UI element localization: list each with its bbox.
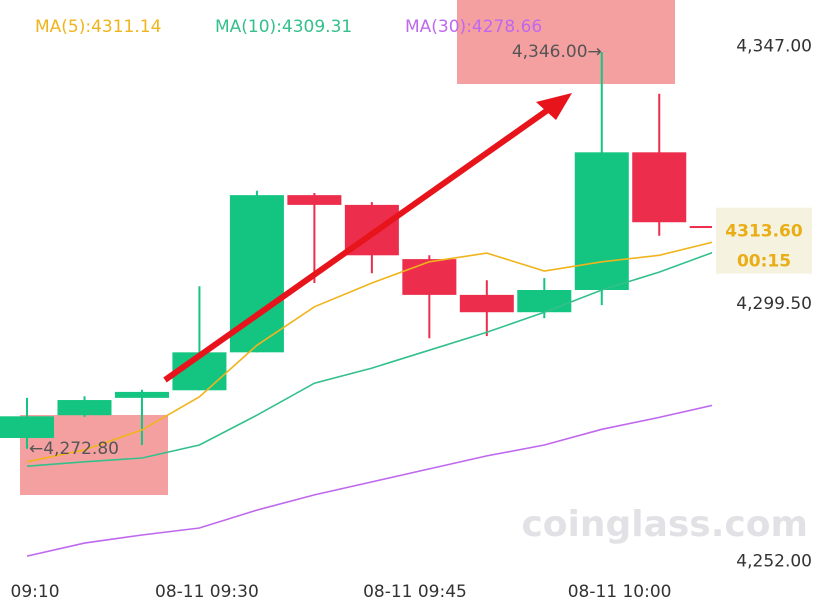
- legend-entry: MA(30):4278.66: [405, 17, 542, 37]
- candle-body: [517, 290, 572, 313]
- x-tick-label: 08-11 09:30: [155, 582, 259, 602]
- candle-body: [114, 391, 169, 398]
- candle-body: [57, 400, 112, 416]
- ma-line: [26, 241, 712, 463]
- x-tick-label: 08-11 10:00: [568, 582, 672, 602]
- candle-body: [287, 195, 342, 205]
- y-tick-label: 4,252.00: [736, 552, 812, 572]
- candle-body: [459, 294, 514, 313]
- ma-line: [26, 404, 712, 557]
- countdown: 00:15: [737, 252, 791, 272]
- legend-entry: MA(5):4311.14: [35, 17, 161, 37]
- candle-body: [0, 416, 55, 438]
- current-price: 4313.60: [725, 222, 803, 242]
- legend-entry: MA(10):4309.31: [215, 17, 352, 37]
- candle-body: [574, 152, 629, 290]
- y-tick-label: 4,299.50: [736, 294, 812, 314]
- ma-line: [26, 251, 712, 467]
- x-tick-label: 09:10: [11, 582, 60, 602]
- price-box: [716, 207, 812, 274]
- trend-arrow: [163, 104, 554, 383]
- watermark: coinglass.com: [521, 504, 808, 545]
- extreme-label: ←4,272.80: [29, 439, 119, 459]
- candle-body: [402, 259, 457, 295]
- plot-area: [0, 52, 712, 557]
- arrow-head: [536, 93, 572, 120]
- candle-body: [632, 152, 687, 223]
- x-tick-label: 08-11 09:45: [363, 582, 467, 602]
- candle-body: [689, 226, 712, 229]
- extreme-label: 4,346.00→: [512, 42, 602, 62]
- y-tick-label: 4,347.00: [736, 37, 812, 57]
- highlight-box: [457, 0, 675, 84]
